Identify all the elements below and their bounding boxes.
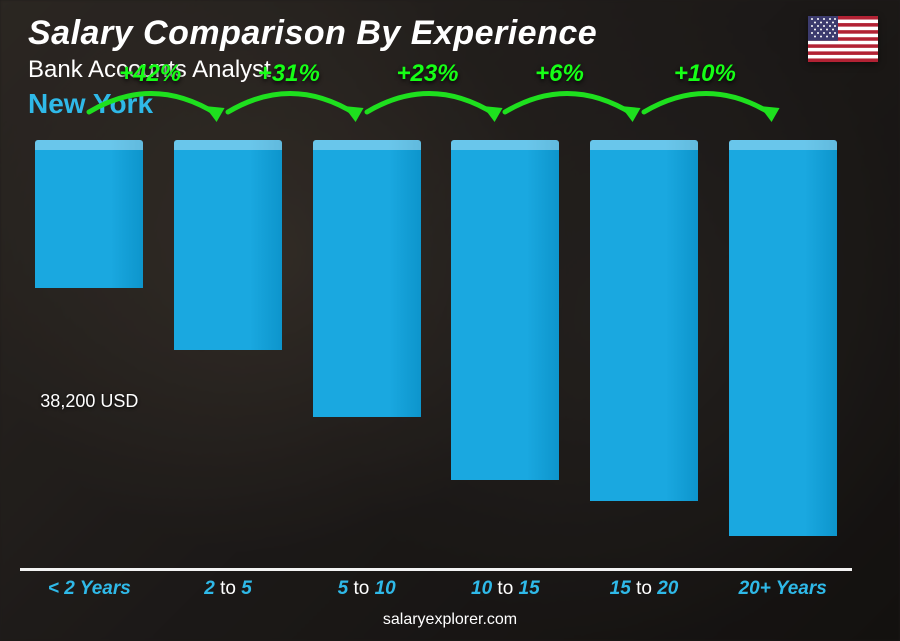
bar-rect [729, 140, 837, 536]
footer-link[interactable]: salaryexplorer.com [0, 611, 900, 629]
bar-0: 38,200 USD< 2 Years [20, 140, 159, 568]
page-title: Salary Comparison By Experience [28, 14, 597, 53]
pct-change-label: +10% [674, 60, 736, 88]
pct-change-label: +31% [258, 60, 320, 88]
salary-bar-chart: 38,200 USD< 2 Years54,200 USD2 to 571,30… [20, 140, 852, 571]
bar-4: 93,100 USD15 to 20 [575, 140, 714, 568]
bar-rect [451, 140, 559, 480]
location-label: New York [28, 88, 153, 120]
bar-5: 102,000 USD20+ Years [713, 140, 852, 568]
bar-rect [174, 140, 282, 350]
pct-change-label: +6% [535, 60, 584, 88]
bar-rect [313, 140, 421, 417]
pct-change-label: +42% [119, 60, 181, 88]
us-flag-icon [808, 16, 878, 62]
content-layer: Salary Comparison By Experience Bank Acc… [0, 0, 900, 641]
bar-3: 87,600 USD10 to 15 [436, 140, 575, 568]
bar-1: 54,200 USD2 to 5 [159, 140, 298, 568]
pct-change-label: +23% [396, 60, 458, 88]
bar-rect [590, 140, 698, 501]
bar-rect [35, 140, 143, 288]
bar-category-label: 20+ Years [686, 568, 880, 600]
bars-container: 38,200 USD< 2 Years54,200 USD2 to 571,30… [20, 140, 852, 571]
